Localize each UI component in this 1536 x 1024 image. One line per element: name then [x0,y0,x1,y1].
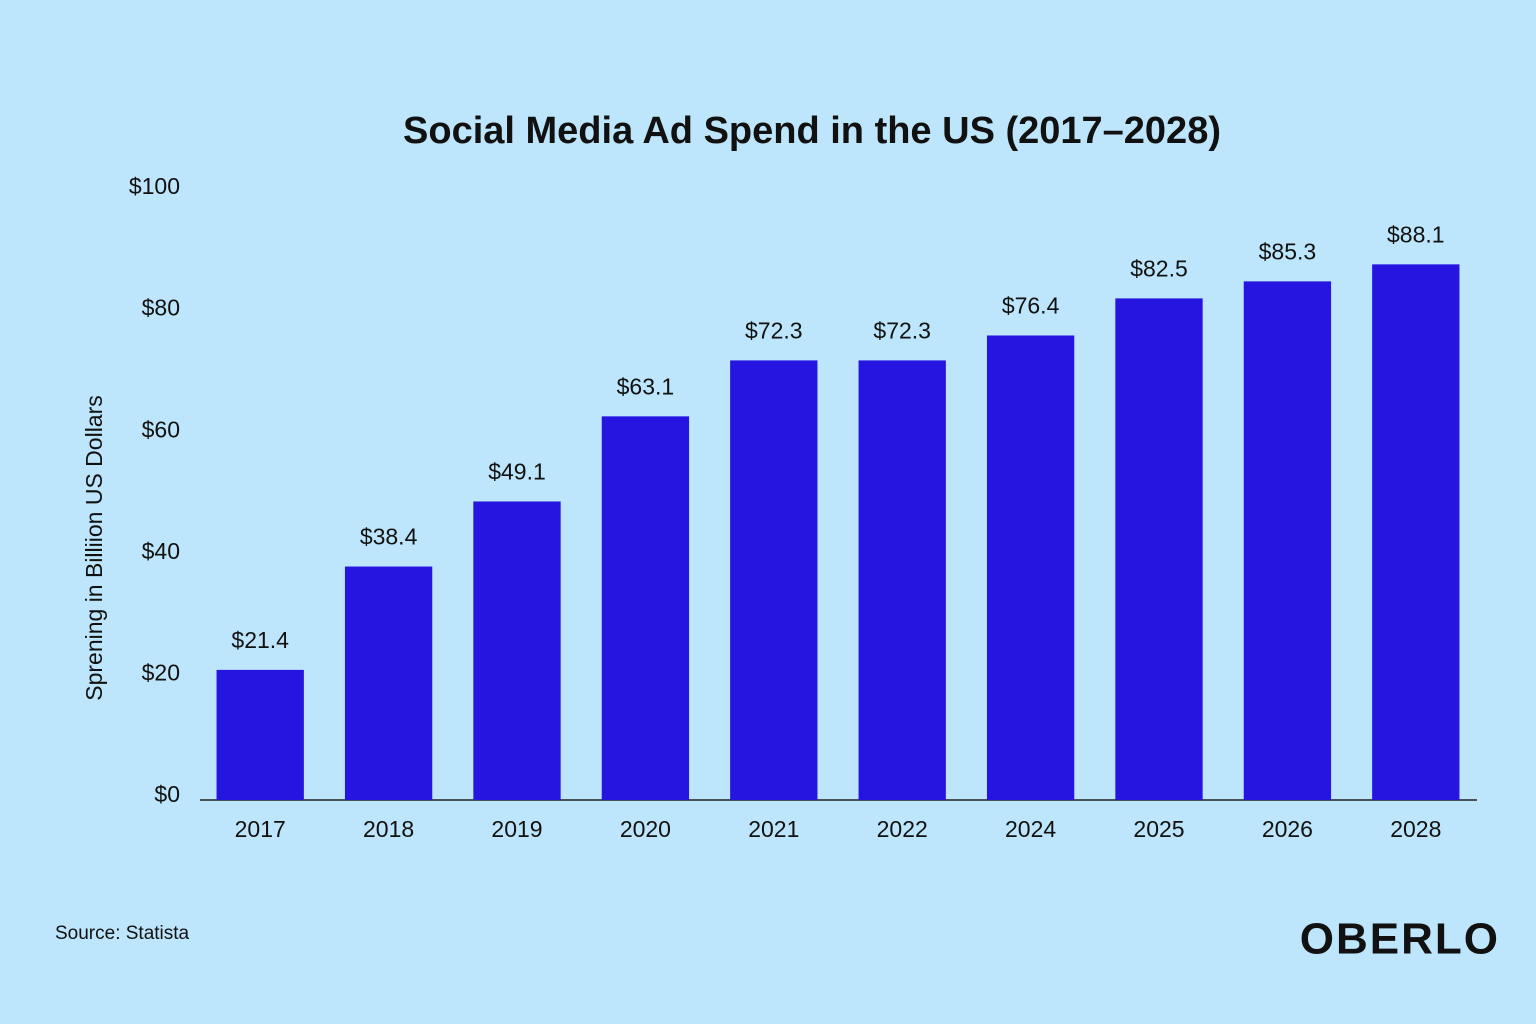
bar [344,566,433,800]
chart-title: Social Media Ad Spend in the US (2017–20… [403,110,1221,152]
x-tick-label: 2019 [491,816,542,842]
bar [473,501,561,800]
x-tick-label: 2021 [748,816,799,842]
bar [1115,298,1203,800]
x-tick-label: 2020 [620,816,671,842]
x-tick-label: 2024 [1005,816,1056,842]
y-tick-label: $60 [142,416,180,442]
y-tick-label: $20 [142,659,180,685]
value-label: $72.3 [873,317,931,343]
x-tick-label: 2025 [1133,816,1184,842]
bar [730,360,818,800]
value-label: $21.4 [231,627,289,653]
x-tick-label: 2026 [1262,816,1313,842]
bar [986,335,1075,800]
y-tick-label: $100 [129,173,180,199]
bar [1243,281,1332,801]
value-label: $88.1 [1387,221,1445,247]
x-tick-label: 2017 [235,816,286,842]
value-label: $63.1 [617,373,675,399]
source-note: Source: Statista [55,923,190,944]
value-label: $72.3 [745,317,803,343]
x-tick-label: 2028 [1390,816,1441,842]
y-tick-label: $80 [142,295,180,321]
brand-logo: OBERLO [1300,915,1500,964]
x-tick-label: 2018 [363,816,414,842]
value-label: $85.3 [1259,238,1317,264]
y-tick-label: $40 [142,538,180,564]
value-label: $49.1 [488,459,546,485]
y-axis-label: Sprening in Billiion US Dollars [81,395,107,701]
bar [601,416,690,800]
value-label: $76.4 [1002,293,1060,319]
value-label: $82.5 [1130,255,1188,281]
bar [858,360,946,800]
value-label: $38.4 [360,524,418,550]
y-tick-label: $0 [154,781,180,807]
bar [216,669,304,800]
x-tick-label: 2022 [877,816,928,842]
bar [1372,264,1460,800]
